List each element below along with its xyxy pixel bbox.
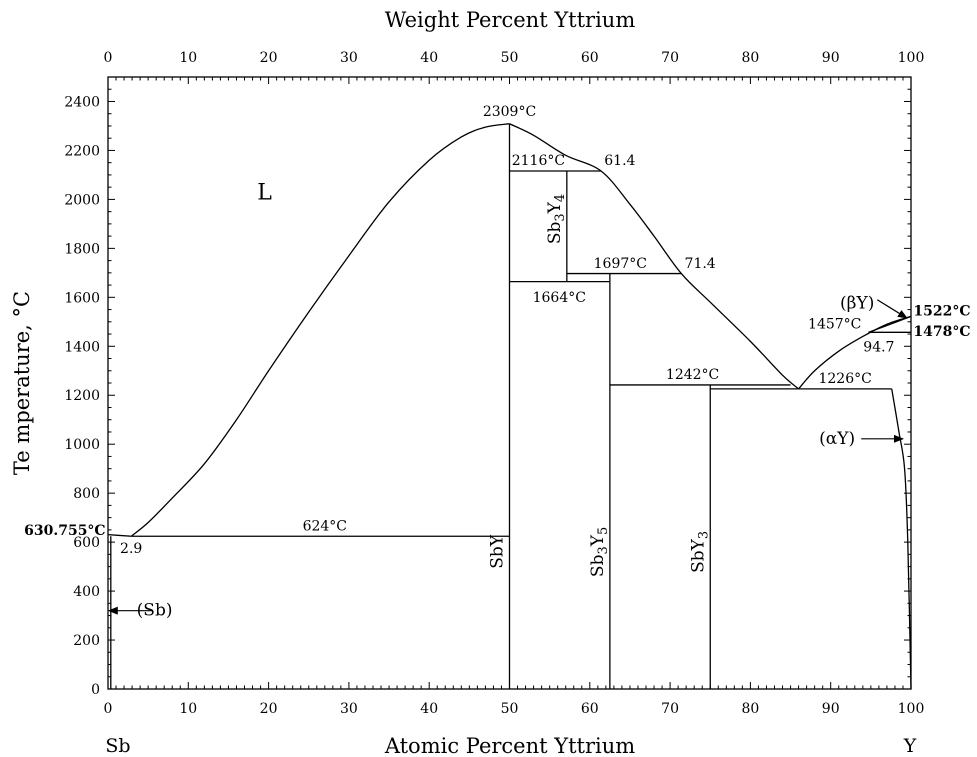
x-tick-label: 10: [179, 701, 197, 717]
top-tick-label: 0: [104, 50, 113, 66]
y-tick-label: 2000: [64, 192, 100, 208]
annotation: 1457°C: [808, 317, 861, 333]
annotation: (Sb): [137, 601, 173, 621]
y-axis-ticks: 0 200 400 600 800 1000 1200 1400 1600 1800 2000 220…: [64, 94, 911, 698]
y-tick-label: 2200: [64, 143, 100, 159]
annotation: 1522°C: [913, 304, 970, 320]
top-tick-label: 100: [898, 50, 925, 66]
element-left-label: Sb: [105, 735, 130, 757]
top-tick-label: 80: [741, 50, 759, 66]
y-tick-label: 1000: [64, 437, 100, 453]
annotation: 1226°C: [818, 371, 871, 387]
y-tick-label: 1400: [64, 339, 100, 355]
element-right-label: Y: [903, 735, 917, 757]
compound-lines: SbY Sb3Y4 Sb3Y5 SbY3: [488, 123, 711, 689]
y-tick-label: 2400: [64, 94, 100, 110]
top-tick-label: 60: [581, 50, 599, 66]
annotation: 1664°C: [533, 290, 586, 306]
x-tick-label: 70: [661, 701, 679, 717]
x-tick-label: 100: [898, 701, 925, 717]
x-tick-label: 50: [501, 701, 519, 717]
y-tick-label: 800: [73, 486, 100, 502]
annotation: 624°C: [303, 518, 347, 534]
alpha-y-solvus: [891, 388, 912, 690]
annotation: L: [257, 180, 272, 205]
top-tick-label: 50: [501, 50, 519, 66]
x-axis-ticks: 0 10 20 30 40 50 60 70 80 90 100: [104, 682, 925, 717]
x-axis-title: Atomic Percent Yttrium: [384, 734, 635, 757]
top-axis-ticks: 0 10 20 30 40 50 60 70 80 90 100: [104, 50, 925, 84]
top-tick-label: 30: [340, 50, 358, 66]
top-axis-title: Weight Percent Yttrium: [385, 8, 636, 32]
liquidus-y-side: [798, 315, 912, 390]
arrows: [107, 299, 908, 615]
annotation: 1478°C: [913, 324, 970, 340]
annotation: (αY): [819, 429, 855, 449]
compound-label: Sb3Y5: [588, 527, 611, 577]
annotation: 1697°C: [594, 256, 647, 272]
annotation: 1242°C: [666, 367, 719, 383]
beta-y-boundary: [868, 315, 912, 333]
y-tick-label: 1600: [64, 290, 100, 306]
x-tick-label: 20: [260, 701, 278, 717]
top-tick-label: 10: [179, 50, 197, 66]
liquidus-right: [509, 123, 800, 390]
annotation: 2309°C: [483, 104, 536, 120]
y-tick-label: 600: [73, 535, 100, 551]
y-tick-label: 400: [73, 584, 100, 600]
x-tick-label: 30: [340, 701, 358, 717]
x-tick-label: 60: [581, 701, 599, 717]
compound-label: SbY3: [688, 531, 711, 573]
top-tick-label: 70: [661, 50, 679, 66]
x-tick-label: 40: [420, 701, 438, 717]
annotation: 2116°C: [512, 153, 565, 169]
top-tick-label: 40: [420, 50, 438, 66]
top-tick-label: 20: [260, 50, 278, 66]
compound-label: SbY: [488, 534, 508, 569]
annotation: 71.4: [685, 256, 716, 272]
y-tick-label: 0: [91, 682, 100, 698]
y-tick-label: 200: [73, 633, 100, 649]
annotation: 630.755°C: [24, 523, 105, 539]
y-tick-label: 1800: [64, 241, 100, 257]
x-tick-label: 0: [104, 701, 113, 717]
annotation: 94.7: [863, 340, 894, 356]
minor-ticks: [108, 77, 911, 689]
compound-label: Sb3Y4: [545, 194, 568, 244]
arrow: [876, 299, 908, 319]
y-axis-title: Te mperature, °C: [10, 291, 34, 475]
annotation: 61.4: [604, 153, 635, 169]
x-tick-label: 80: [741, 701, 759, 717]
liquidus-sb-side: [107, 533, 132, 537]
y-tick-label: 1200: [64, 388, 100, 404]
annotation: (βY): [840, 293, 874, 313]
annotation: 2.9: [120, 541, 142, 557]
isotherm-lines: [131, 170, 911, 537]
annotations: 2309°C 2116°C 61.4 1697°C 71.4 1664°C 1242°C 12…: [24, 104, 970, 620]
top-tick-label: 90: [822, 50, 840, 66]
x-tick-label: 90: [822, 701, 840, 717]
liquidus-left: [130, 123, 510, 537]
